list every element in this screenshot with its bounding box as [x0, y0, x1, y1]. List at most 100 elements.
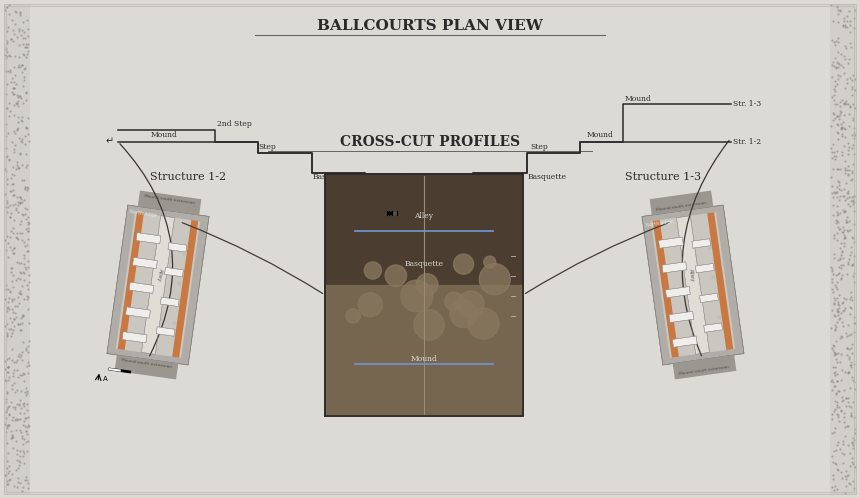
Point — [0, 131, 13, 139]
Polygon shape — [141, 216, 175, 354]
Point — [827, 300, 841, 308]
Point — [12, 41, 26, 49]
Point — [827, 234, 841, 242]
Point — [830, 229, 844, 237]
Text: 0: 0 — [384, 217, 388, 222]
Point — [830, 370, 844, 378]
Point — [0, 121, 13, 128]
Point — [833, 314, 847, 322]
Point — [12, 400, 26, 408]
Point — [4, 385, 18, 393]
Point — [16, 441, 30, 449]
Point — [832, 256, 845, 264]
Point — [832, 254, 846, 262]
Point — [2, 298, 15, 306]
Point — [17, 435, 31, 443]
Point — [16, 18, 30, 26]
Point — [17, 459, 31, 467]
Point — [2, 410, 15, 418]
Point — [844, 17, 857, 25]
Point — [12, 350, 26, 358]
Point — [839, 100, 853, 108]
Point — [844, 249, 857, 256]
Point — [843, 202, 857, 210]
Point — [3, 402, 16, 410]
Point — [841, 200, 855, 208]
Point — [837, 450, 851, 458]
Point — [827, 321, 841, 329]
Point — [842, 345, 856, 353]
Point — [22, 114, 35, 122]
Point — [19, 473, 33, 481]
Point — [843, 103, 857, 111]
Point — [846, 260, 860, 268]
Polygon shape — [651, 212, 735, 358]
Point — [830, 81, 844, 89]
Polygon shape — [107, 205, 209, 365]
Point — [13, 452, 27, 460]
Point — [832, 135, 845, 143]
Point — [846, 460, 860, 468]
Point — [3, 294, 16, 302]
Point — [829, 356, 843, 364]
Point — [842, 55, 856, 63]
Point — [827, 349, 841, 357]
Point — [826, 351, 840, 359]
Point — [7, 84, 21, 92]
Point — [842, 331, 856, 339]
Polygon shape — [666, 286, 691, 298]
Point — [845, 131, 859, 139]
Point — [20, 400, 34, 408]
Point — [829, 63, 843, 71]
Point — [831, 129, 845, 137]
Point — [22, 479, 35, 487]
Point — [5, 470, 19, 478]
Point — [9, 403, 22, 411]
Point — [15, 211, 29, 219]
Point — [11, 464, 25, 472]
Point — [18, 139, 32, 147]
Point — [21, 184, 34, 192]
Point — [830, 208, 844, 216]
Point — [1, 387, 15, 395]
Point — [11, 118, 25, 126]
Text: CROSS-CUT PROFILES: CROSS-CUT PROFILES — [340, 135, 520, 149]
Point — [10, 416, 24, 424]
Polygon shape — [168, 243, 187, 252]
Point — [831, 48, 845, 56]
Point — [10, 33, 24, 41]
Point — [827, 110, 841, 118]
Point — [8, 141, 22, 149]
Point — [22, 271, 35, 279]
Point — [845, 340, 859, 348]
Point — [838, 233, 851, 241]
Point — [10, 229, 24, 237]
Point — [0, 52, 14, 60]
Point — [7, 322, 21, 330]
Polygon shape — [659, 237, 684, 249]
Point — [16, 370, 30, 377]
Point — [4, 209, 18, 217]
Point — [830, 211, 844, 219]
Point — [20, 96, 34, 104]
Circle shape — [364, 262, 382, 279]
Point — [11, 293, 25, 301]
Point — [9, 276, 22, 284]
Point — [827, 254, 841, 262]
Point — [847, 378, 860, 386]
Point — [11, 414, 25, 422]
Point — [10, 161, 24, 169]
Polygon shape — [653, 220, 679, 358]
Point — [840, 79, 854, 87]
Point — [826, 407, 840, 415]
Circle shape — [414, 310, 444, 340]
Point — [846, 141, 860, 149]
Point — [20, 242, 34, 249]
Point — [840, 422, 854, 430]
Point — [835, 248, 849, 255]
Point — [21, 220, 34, 228]
Point — [1, 369, 15, 376]
Point — [828, 326, 842, 334]
Circle shape — [385, 265, 407, 286]
Point — [831, 413, 845, 421]
